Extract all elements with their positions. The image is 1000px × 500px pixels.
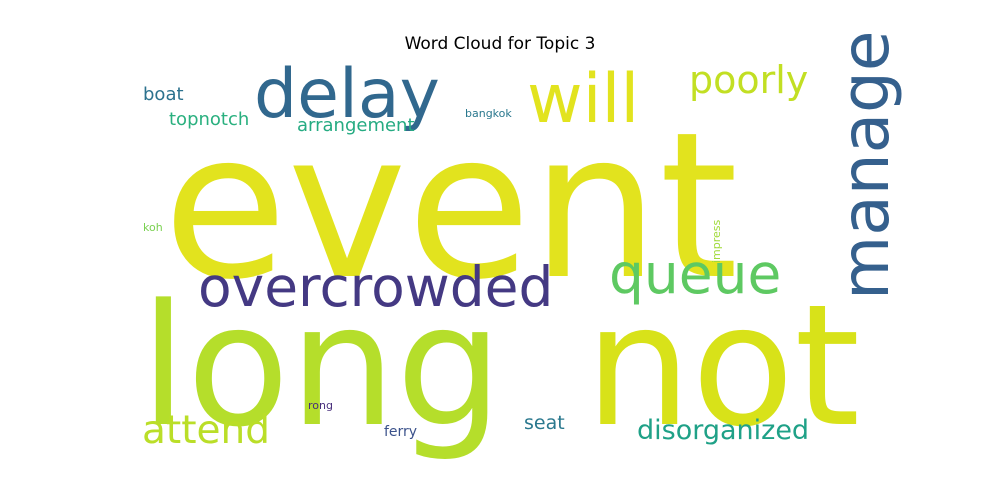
word-arrangement: arrangement: [297, 115, 415, 136]
word-delay: delay: [254, 55, 440, 134]
word-koh: koh: [143, 221, 163, 234]
word-boat: boat: [143, 84, 184, 105]
word-poorly: poorly: [689, 58, 808, 102]
word-queue: queue: [609, 242, 781, 306]
word-manage: manage: [827, 30, 904, 300]
word-will: will: [527, 60, 639, 139]
word-impress: impress: [710, 219, 723, 263]
word-attend: attend: [142, 408, 270, 453]
chart-title: Word Cloud for Topic 3: [404, 34, 596, 54]
word-seat: seat: [524, 412, 565, 434]
word-rong: rong: [308, 399, 333, 412]
word-disorganized: disorganized: [637, 415, 809, 446]
word-bangkok: bangkok: [465, 107, 512, 120]
word-topnotch: topnotch: [169, 109, 249, 130]
word-long: long: [140, 268, 503, 464]
word-not: not: [585, 268, 860, 464]
word-ferry: ferry: [384, 424, 417, 440]
word-event: event: [163, 88, 738, 324]
word-overcrowded: overcrowded: [198, 255, 553, 319]
